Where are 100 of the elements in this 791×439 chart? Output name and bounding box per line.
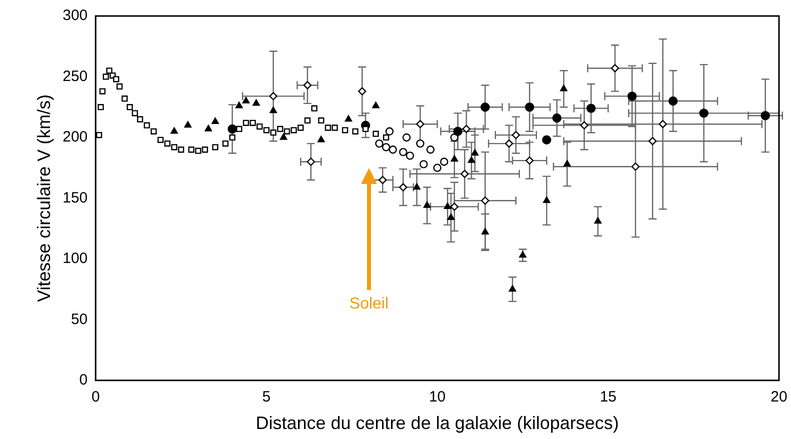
point [699, 108, 708, 118]
point [564, 160, 571, 167]
point [318, 136, 325, 142]
point [102, 74, 109, 80]
point [388, 146, 397, 154]
point [236, 126, 242, 132]
point [468, 156, 476, 163]
point [298, 124, 304, 131]
point [580, 121, 588, 130]
point [222, 140, 229, 147]
y-tick-label: 100 [62, 250, 88, 268]
x-axis-title: Distance du centre de la galaxie (kiloparsecs) [256, 413, 619, 434]
x-tick-label: 5 [262, 388, 271, 406]
point [324, 124, 332, 131]
point [306, 158, 315, 166]
point [304, 117, 311, 124]
point [184, 121, 192, 128]
point [342, 127, 348, 134]
point [542, 135, 552, 144]
point [512, 130, 520, 140]
point [144, 122, 150, 128]
x-tick-label: 15 [600, 388, 616, 406]
point [504, 139, 514, 148]
y-tick-label: 250 [62, 68, 88, 85]
point [269, 92, 278, 100]
point [204, 124, 212, 132]
point [385, 127, 394, 136]
point [212, 144, 218, 150]
y-tick-label: 150 [62, 189, 88, 206]
point [242, 120, 250, 126]
point [406, 152, 414, 160]
point [280, 133, 288, 140]
point [399, 183, 408, 192]
point [519, 251, 526, 258]
point [96, 132, 102, 138]
point [433, 164, 442, 172]
y-axis-title: Vitesse circulaire V (km/s) [34, 94, 54, 302]
point [99, 88, 106, 94]
point [311, 105, 318, 112]
point [228, 124, 237, 134]
point [352, 128, 358, 134]
point [648, 137, 657, 146]
point [658, 120, 667, 128]
point [586, 104, 596, 113]
point [195, 148, 202, 154]
point [420, 160, 428, 168]
point [236, 102, 243, 108]
point [460, 170, 469, 178]
point [270, 106, 277, 114]
x-tick-label: 0 [91, 388, 100, 406]
point [552, 113, 562, 123]
point [426, 146, 435, 154]
point [116, 83, 123, 90]
point [610, 64, 620, 72]
point [525, 156, 534, 165]
point [382, 143, 390, 152]
point [250, 120, 256, 126]
point [98, 104, 104, 110]
point [344, 115, 352, 122]
point [375, 139, 384, 148]
point [402, 133, 411, 142]
point [668, 96, 678, 106]
point [413, 183, 420, 190]
point [256, 123, 263, 130]
point [627, 92, 637, 101]
point [136, 116, 144, 122]
point [270, 130, 276, 136]
point [372, 130, 379, 137]
point [378, 176, 387, 184]
x-tick-label: 10 [428, 388, 446, 406]
point [416, 139, 424, 148]
point [178, 146, 184, 153]
point [303, 81, 312, 90]
point [524, 102, 534, 112]
point [150, 128, 157, 134]
point [164, 140, 170, 147]
point [560, 84, 568, 92]
point [453, 126, 462, 136]
point [508, 285, 516, 292]
point [122, 96, 128, 102]
point [188, 146, 194, 153]
point [444, 202, 452, 210]
annotation: Soleil [349, 295, 389, 312]
x-tick-label: 20 [770, 388, 788, 406]
point [332, 124, 338, 131]
point [399, 148, 408, 156]
point [318, 117, 324, 124]
point [229, 134, 236, 141]
point [760, 111, 770, 120]
point [132, 110, 138, 116]
point [290, 127, 297, 134]
point [212, 118, 219, 124]
point [372, 102, 380, 108]
y-tick-label: 50 [70, 310, 88, 328]
point [382, 134, 390, 141]
point [450, 155, 458, 162]
point [252, 99, 260, 106]
point [277, 126, 284, 132]
y-tick-label: 200 [62, 128, 88, 146]
point [450, 202, 458, 211]
